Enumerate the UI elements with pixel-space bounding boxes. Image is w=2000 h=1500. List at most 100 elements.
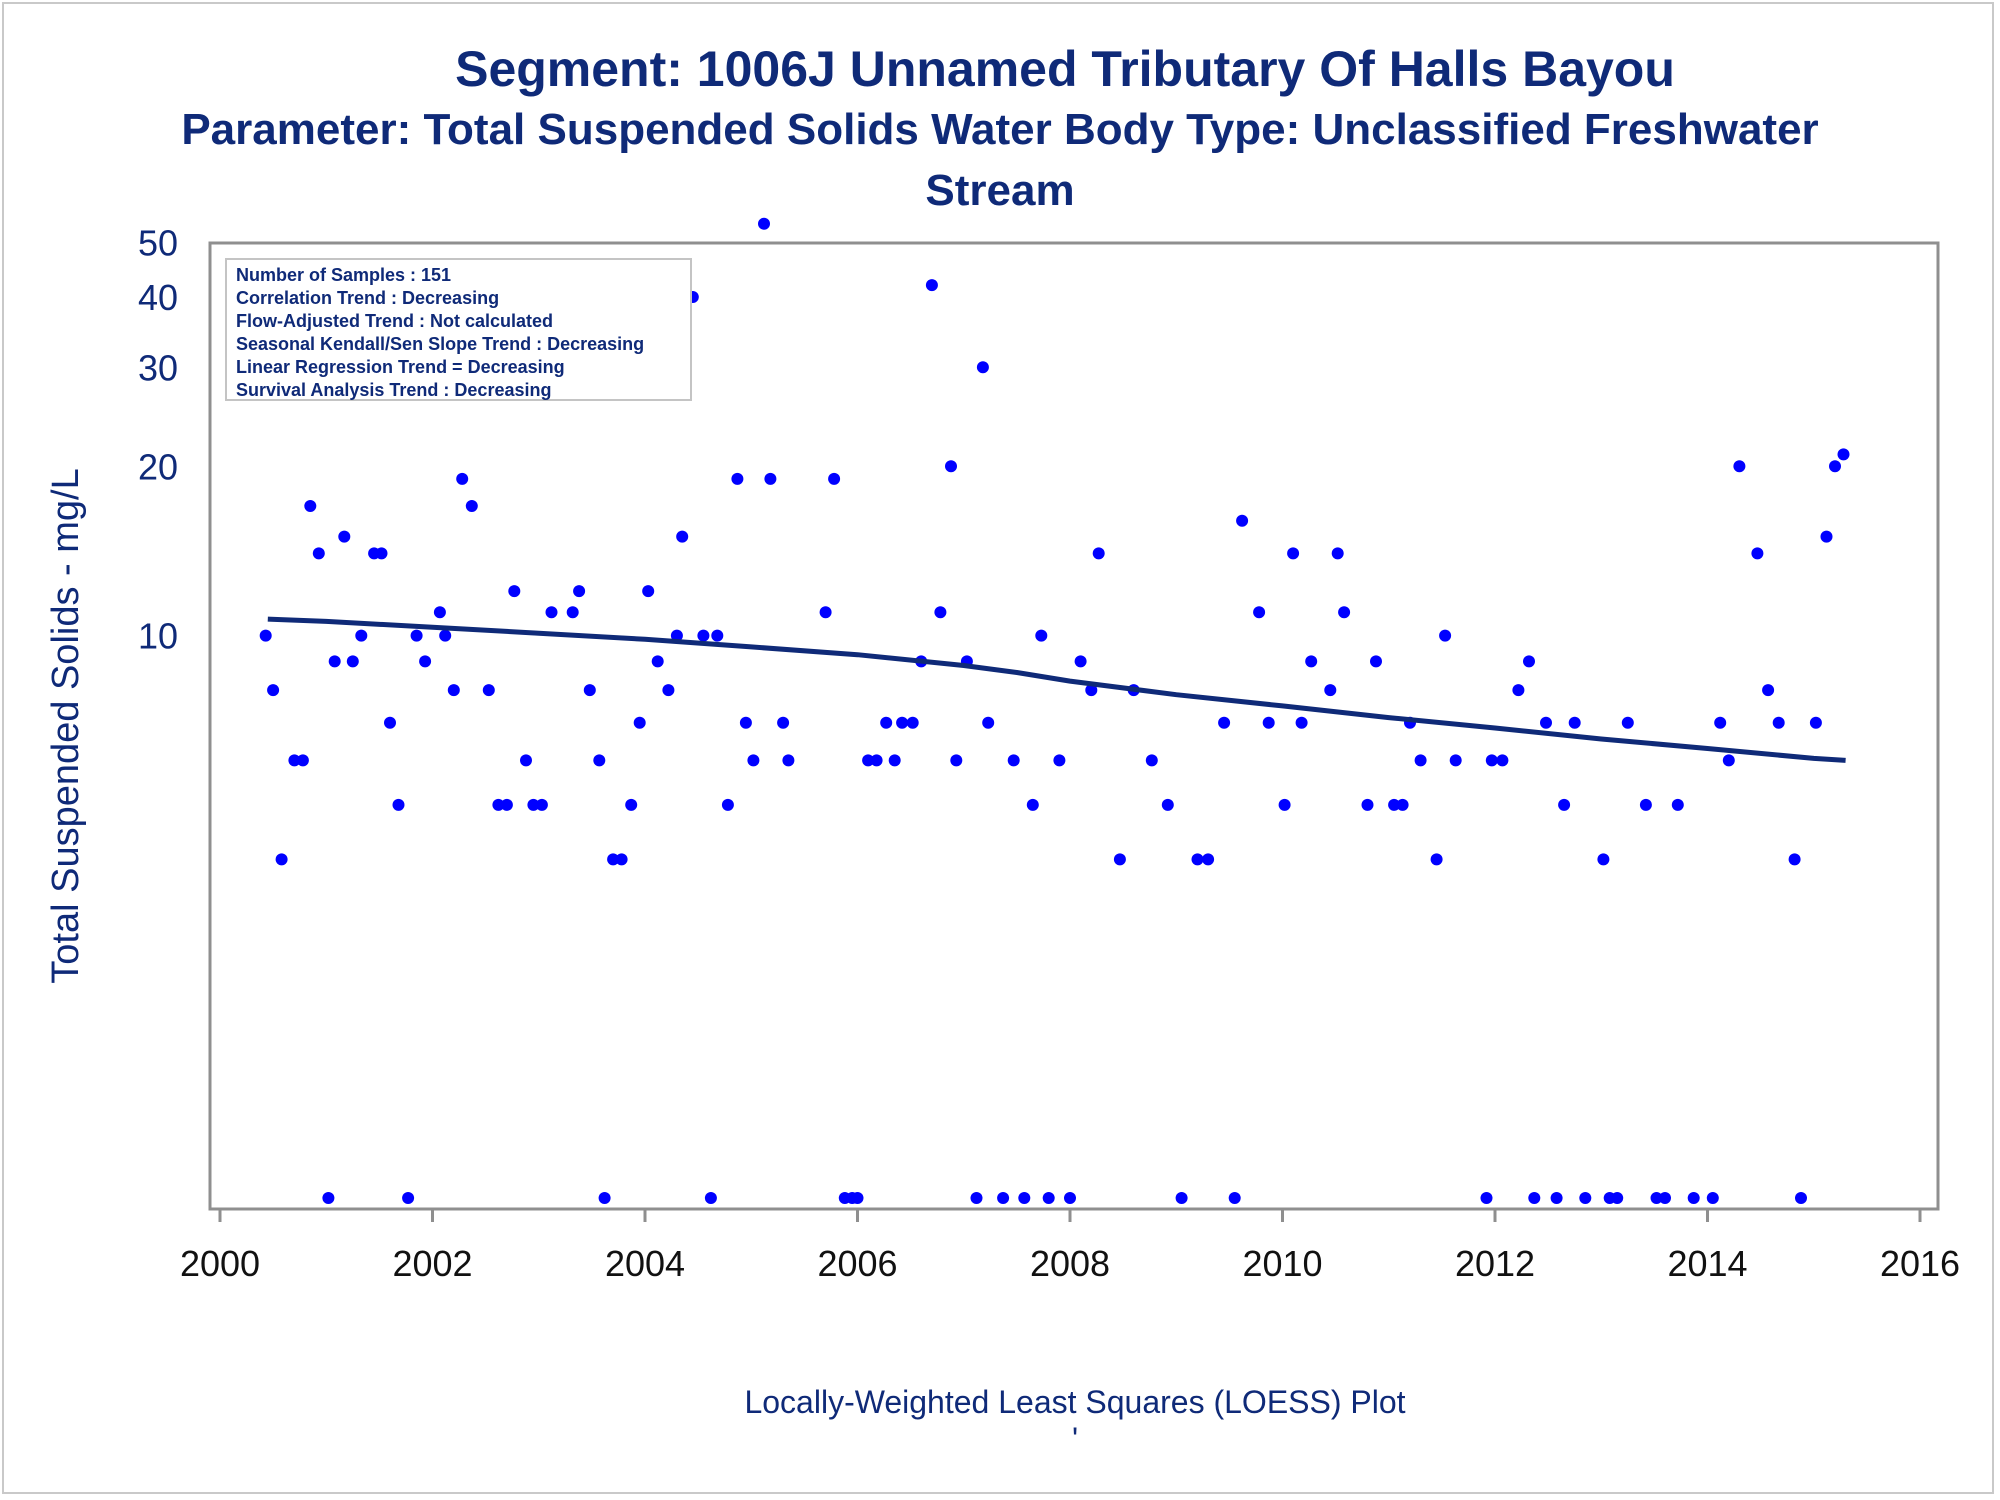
data-point-120 <box>1485 754 1498 767</box>
data-point-125 <box>1540 716 1552 729</box>
data-point-83 <box>1026 798 1039 811</box>
data-point-11 <box>346 655 359 668</box>
data-point-110 <box>1361 798 1374 811</box>
data-point-151 <box>1837 448 1850 461</box>
data-point-47 <box>676 530 689 543</box>
data-point-99 <box>1228 1192 1241 1204</box>
data-point-95 <box>1175 1192 1188 1204</box>
data-point-104 <box>1287 547 1300 560</box>
data-point-3 <box>275 853 288 866</box>
data-point-17 <box>402 1192 415 1204</box>
data-point-113 <box>1396 798 1409 811</box>
data-point-34 <box>566 606 579 619</box>
data-point-96 <box>1191 853 1204 866</box>
loess-curve <box>267 616 1846 763</box>
data-point-119 <box>1480 1192 1493 1204</box>
data-point-94 <box>1161 798 1174 811</box>
data-point-14 <box>375 547 388 560</box>
data-point-1 <box>259 629 272 642</box>
data-point-58 <box>777 716 790 729</box>
stats-line-4: Seasonal Kendall/Sen Slope Trend : Decre… <box>236 334 644 354</box>
data-point-126 <box>1550 1192 1563 1204</box>
data-point-2 <box>267 684 280 697</box>
footnote: Locally-Weighted Least Squares (LOESS) P… <box>744 1384 1405 1420</box>
x-tick-label-2004: 2004 <box>605 1243 685 1284</box>
y-tick-label-30: 30 <box>138 347 178 388</box>
data-point-66 <box>870 754 883 767</box>
data-point-122 <box>1512 684 1525 697</box>
data-point-40 <box>615 853 628 866</box>
data-point-100 <box>1236 514 1249 527</box>
data-point-146 <box>1788 853 1801 866</box>
data-point-56 <box>758 217 770 230</box>
data-point-115 <box>1414 754 1427 767</box>
data-point-9 <box>328 655 341 668</box>
data-point-49 <box>697 629 710 642</box>
data-point-116 <box>1430 853 1443 866</box>
stats-box: Number of Samples : 151 Correlation Trend… <box>225 258 692 401</box>
data-point-77 <box>970 1192 983 1204</box>
data-point-64 <box>851 1192 864 1204</box>
data-point-138 <box>1687 1192 1700 1204</box>
data-point-93 <box>1145 754 1158 767</box>
data-point-16 <box>392 798 405 811</box>
chart-title: Segment: 1006J Unnamed Tributary Of Hall… <box>455 41 1675 97</box>
data-point-7 <box>312 547 325 560</box>
chart-subtitle-line-2: Stream <box>925 166 1075 215</box>
data-point-102 <box>1262 716 1275 729</box>
data-point-22 <box>447 684 460 697</box>
data-point-85 <box>1042 1192 1055 1204</box>
data-point-26 <box>482 684 495 697</box>
data-point-80 <box>997 1192 1010 1204</box>
data-point-31 <box>527 798 540 811</box>
stats-line-3: Flow-Adjusted Trend : Not calculated <box>236 311 553 331</box>
x-tick-label-2008: 2008 <box>1030 1243 1110 1284</box>
data-point-147 <box>1795 1192 1807 1204</box>
data-point-89 <box>1085 684 1098 697</box>
y-tick-label-50: 50 <box>138 223 178 264</box>
data-point-67 <box>880 716 893 729</box>
data-point-5 <box>296 754 309 767</box>
data-point-103 <box>1278 798 1291 811</box>
data-point-24 <box>465 500 478 512</box>
data-point-88 <box>1074 655 1087 668</box>
data-point-75 <box>950 754 963 767</box>
data-point-57 <box>764 472 777 485</box>
data-point-112 <box>1388 798 1401 811</box>
data-point-8 <box>322 1192 335 1204</box>
data-point-27 <box>492 798 505 811</box>
data-point-108 <box>1331 547 1344 560</box>
data-point-23 <box>456 472 469 485</box>
data-point-73 <box>934 606 947 619</box>
data-point-55 <box>747 754 760 767</box>
data-point-148 <box>1809 716 1822 729</box>
data-point-109 <box>1338 606 1351 619</box>
stats-box-border <box>225 258 692 401</box>
data-point-36 <box>583 684 596 697</box>
data-point-35 <box>573 585 586 598</box>
data-point-117 <box>1439 629 1452 642</box>
data-point-70 <box>906 716 919 729</box>
y-axis: 10 20 30 40 50 <box>138 223 178 657</box>
data-point-97 <box>1202 853 1215 866</box>
x-tick-label-2012: 2012 <box>1455 1243 1535 1284</box>
data-point-51 <box>711 629 724 642</box>
data-point-79 <box>982 716 995 729</box>
data-point-133 <box>1621 716 1634 729</box>
data-point-145 <box>1772 716 1785 729</box>
y-tick-label-40: 40 <box>138 277 178 318</box>
data-point-45 <box>662 684 675 697</box>
stats-line-6: Survival Analysis Trend : Decreasing <box>236 380 551 400</box>
x-axis: 2000 2002 2004 2006 2008 2010 2012 2014 2016 <box>180 1207 1960 1284</box>
data-point-41 <box>625 798 638 811</box>
data-point-105 <box>1295 716 1308 729</box>
data-point-68 <box>888 754 901 767</box>
data-point-127 <box>1558 798 1571 811</box>
data-point-21 <box>439 629 452 642</box>
data-point-72 <box>925 279 938 292</box>
data-point-46 <box>670 629 683 642</box>
x-tick-label-2010: 2010 <box>1242 1243 1322 1284</box>
data-point-50 <box>704 1192 717 1204</box>
